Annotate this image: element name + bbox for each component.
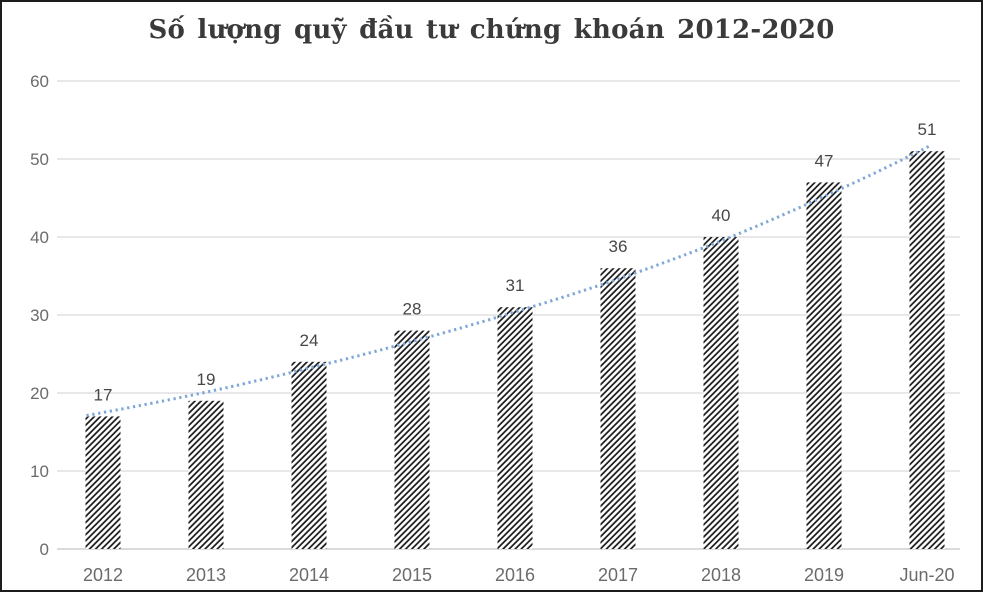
x-axis-tick-label: 2019 <box>804 565 844 585</box>
bar-value-label: 31 <box>506 276 525 295</box>
chart-title: Số lượng quỹ đầu tư chứng khoán 2012-202… <box>148 15 835 45</box>
bar-value-label: 17 <box>94 385 113 404</box>
y-axis-tick-label: 40 <box>30 228 49 247</box>
y-axis-tick-label: 10 <box>30 462 49 481</box>
y-axis-tick-label: 0 <box>40 540 49 559</box>
trend-line <box>86 143 932 417</box>
bar-value-label: 19 <box>197 370 216 389</box>
x-axis-tick-label: 2016 <box>495 565 535 585</box>
bar-value-label: 51 <box>918 120 937 139</box>
bar-value-label: 24 <box>300 331 319 350</box>
y-axis-tick-label: 20 <box>30 384 49 403</box>
x-axis-tick-label: 2013 <box>186 565 226 585</box>
bar <box>291 361 327 549</box>
bar <box>85 416 121 549</box>
x-axis-tick-label: 2012 <box>83 565 123 585</box>
bar-value-label: 36 <box>609 237 628 256</box>
bar-value-label: 47 <box>815 151 834 170</box>
bar <box>703 237 739 549</box>
bar-value-label: 40 <box>712 206 731 225</box>
y-axis-tick-label: 60 <box>30 72 49 91</box>
y-axis-tick-label: 50 <box>30 150 49 169</box>
y-axis-tick-label: 30 <box>30 306 49 325</box>
x-axis-tick-label: 2014 <box>289 565 329 585</box>
x-axis-tick-label: 2015 <box>392 565 432 585</box>
x-axis-tick-label: 2018 <box>701 565 741 585</box>
bar <box>909 151 945 549</box>
bar <box>497 307 533 549</box>
x-axis-tick-label: 2017 <box>598 565 638 585</box>
bar <box>188 400 224 549</box>
bar <box>394 330 430 549</box>
x-axis-tick-label: Jun-20 <box>899 565 954 585</box>
bar-value-label: 28 <box>403 300 422 319</box>
bar <box>806 182 842 549</box>
bar <box>600 268 636 549</box>
